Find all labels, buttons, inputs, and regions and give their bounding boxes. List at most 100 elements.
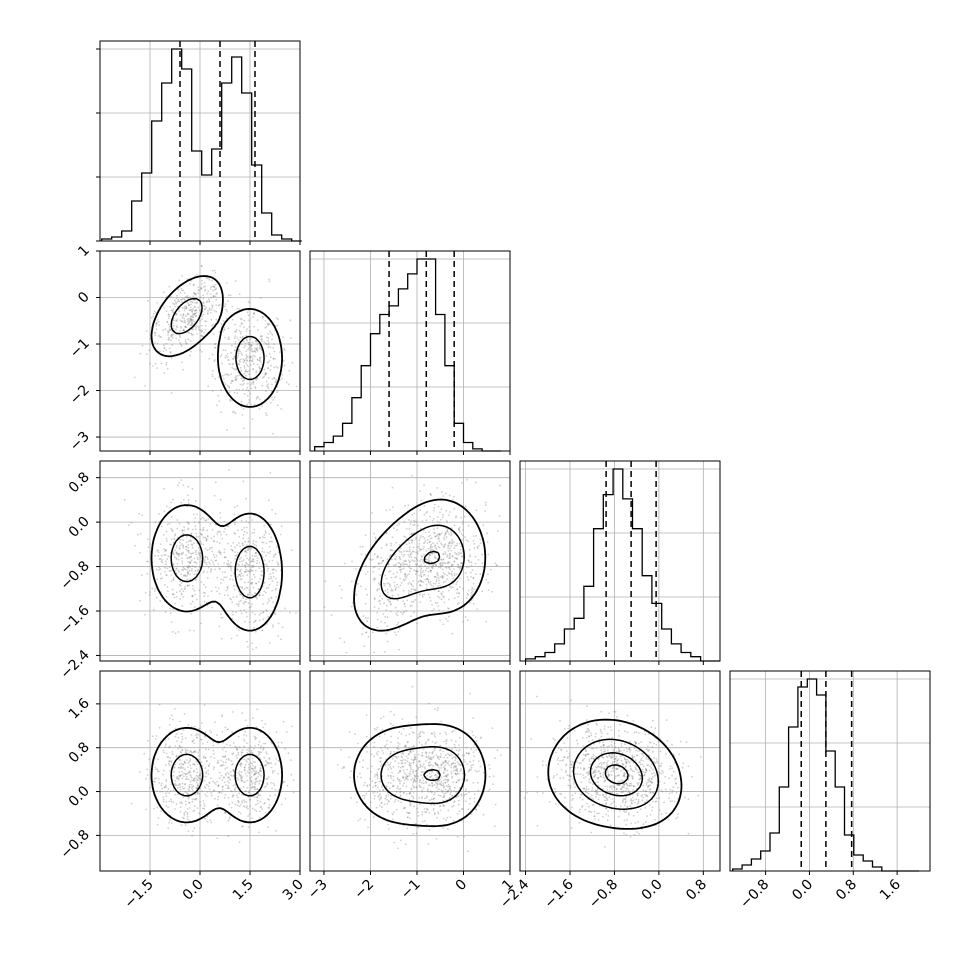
scatter-point xyxy=(231,305,234,308)
scatter-point xyxy=(172,308,175,310)
scatter-point xyxy=(178,758,181,761)
scatter-point xyxy=(392,818,394,821)
scatter-point xyxy=(414,779,416,782)
scatter-point xyxy=(446,528,449,531)
scatter-point xyxy=(248,347,250,349)
scatter-point xyxy=(208,782,211,784)
scatter-point xyxy=(200,286,203,289)
scatter-point xyxy=(461,772,464,775)
scatter-point xyxy=(468,561,471,563)
scatter-point xyxy=(414,756,417,759)
scatter-point xyxy=(189,557,191,559)
scatter-point xyxy=(429,547,431,550)
scatter-point xyxy=(250,387,253,390)
scatter-point xyxy=(256,359,259,361)
scatter-point xyxy=(451,762,453,765)
scatter-point xyxy=(472,535,475,538)
scatter-point xyxy=(165,310,168,312)
scatter-point xyxy=(190,318,193,321)
scatter-point xyxy=(477,789,480,792)
scatter-point xyxy=(241,354,244,356)
scatter-point xyxy=(228,338,231,340)
scatter-point xyxy=(457,566,459,569)
scatter-point xyxy=(213,563,215,566)
scatter-point xyxy=(164,328,167,331)
scatter-point xyxy=(255,340,258,343)
scatter-point xyxy=(441,784,443,787)
scatter-point xyxy=(276,367,279,369)
scatter-point xyxy=(194,292,196,295)
scatter-point xyxy=(176,318,179,321)
scatter-point xyxy=(405,543,408,546)
scatter-point xyxy=(248,790,251,792)
scatter-point xyxy=(253,403,256,406)
scatter-point xyxy=(266,602,269,604)
scatter-point xyxy=(251,356,254,358)
scatter-point xyxy=(395,563,398,566)
scatter-point xyxy=(374,598,376,600)
scatter-point xyxy=(394,760,397,763)
scatter-point xyxy=(425,512,428,514)
scatter-point xyxy=(246,570,249,572)
scatter-point xyxy=(417,775,419,778)
scatter-point xyxy=(223,329,226,331)
scatter-point xyxy=(206,300,209,303)
scatter-point xyxy=(230,760,233,762)
scatter-point xyxy=(444,781,447,784)
scatter-point xyxy=(455,583,458,586)
scatter-point xyxy=(430,775,433,778)
scatter-point xyxy=(385,509,388,512)
scatter-point xyxy=(373,553,376,556)
scatter-point xyxy=(403,553,406,556)
scatter-point xyxy=(465,779,468,782)
scatter-point xyxy=(198,812,201,815)
scatter-point xyxy=(221,374,224,377)
scatter-point xyxy=(196,792,199,794)
scatter-point xyxy=(249,356,252,359)
scatter-point xyxy=(396,623,399,626)
scatter-point xyxy=(187,527,190,530)
scatter-point xyxy=(199,528,202,531)
scatter-point xyxy=(243,758,246,761)
scatter-point xyxy=(413,556,416,559)
scatter-point xyxy=(442,495,444,497)
scatter-point xyxy=(408,527,411,530)
scatter-point xyxy=(212,285,215,288)
scatter-point xyxy=(149,543,151,545)
scatter-point xyxy=(267,499,270,502)
scatter-point xyxy=(187,297,190,299)
scatter-point xyxy=(212,744,215,747)
scatter-point xyxy=(385,531,388,534)
scatter-point xyxy=(193,320,196,323)
scatter-point xyxy=(459,586,461,588)
scatter-point xyxy=(204,519,207,522)
scatter-point xyxy=(372,579,375,581)
scatter-point xyxy=(182,775,185,778)
scatter-point xyxy=(447,547,449,549)
scatter-point xyxy=(213,360,216,362)
scatter-point xyxy=(264,760,267,762)
scatter-point xyxy=(199,552,202,555)
scatter-point xyxy=(402,776,405,779)
scatter-point xyxy=(280,803,283,806)
scatter-point xyxy=(201,790,203,792)
scatter-point xyxy=(474,808,477,811)
scatter-point xyxy=(170,296,172,298)
scatter-point xyxy=(380,757,382,760)
scatter-point xyxy=(159,335,162,338)
scatter-point xyxy=(268,560,271,563)
scatter-point xyxy=(373,566,376,568)
scatter-point xyxy=(488,775,491,778)
scatter-point xyxy=(236,757,239,759)
scatter-point xyxy=(414,599,417,601)
scatter-point xyxy=(210,569,213,572)
scatter-point xyxy=(181,605,184,607)
scatter-point xyxy=(155,325,158,327)
scatter-point xyxy=(210,318,213,321)
scatter-point xyxy=(248,342,251,344)
scatter-point xyxy=(282,780,285,783)
scatter-point xyxy=(242,574,245,577)
scatter-point xyxy=(236,529,239,531)
scatter-point xyxy=(430,791,433,794)
scatter-point xyxy=(379,757,381,759)
